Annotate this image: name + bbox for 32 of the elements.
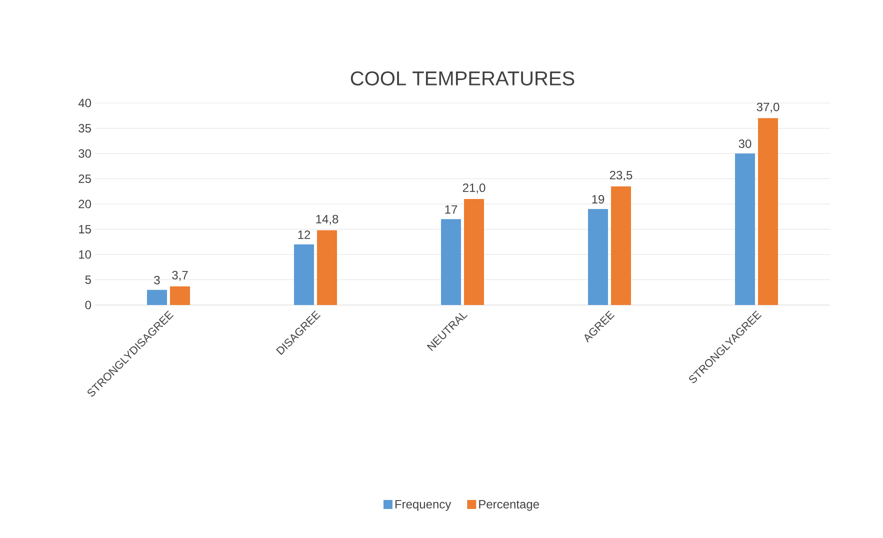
legend-label: Percentage <box>479 500 539 511</box>
data-label: 37,0 <box>756 102 780 113</box>
data-label: 23,5 <box>610 170 632 181</box>
data-label: 30 <box>738 139 752 148</box>
data-label: 12 <box>298 230 310 239</box>
data-label: 17 <box>445 205 458 214</box>
y-tick-label: 15 <box>79 225 91 234</box>
bar <box>588 209 608 305</box>
bar <box>735 154 756 305</box>
y-tick-label: 30 <box>78 149 92 158</box>
y-tick-label: 0 <box>85 300 92 310</box>
bar <box>611 186 632 305</box>
y-tick-label: 5 <box>85 276 91 284</box>
legend-label: Frequency <box>395 500 452 511</box>
bar <box>317 230 338 305</box>
bar <box>758 118 778 305</box>
bar <box>294 244 314 305</box>
data-label: 19 <box>592 195 604 204</box>
y-tick-label: 25 <box>78 174 91 184</box>
data-label: 3 <box>154 276 160 284</box>
bar <box>464 198 484 305</box>
bar <box>147 290 167 305</box>
y-tick-label: 20 <box>78 200 92 208</box>
y-tick-label: 10 <box>79 250 92 259</box>
bar <box>170 286 190 305</box>
data-label: 3,7 <box>172 270 188 281</box>
data-label: 21,0 <box>462 184 486 194</box>
y-tick-label: 35 <box>78 124 91 133</box>
chart-title: COOL TEMPERATURES <box>350 71 574 86</box>
data-label: 14,8 <box>316 214 338 225</box>
bar <box>441 219 462 305</box>
y-tick-label: 40 <box>78 98 92 108</box>
